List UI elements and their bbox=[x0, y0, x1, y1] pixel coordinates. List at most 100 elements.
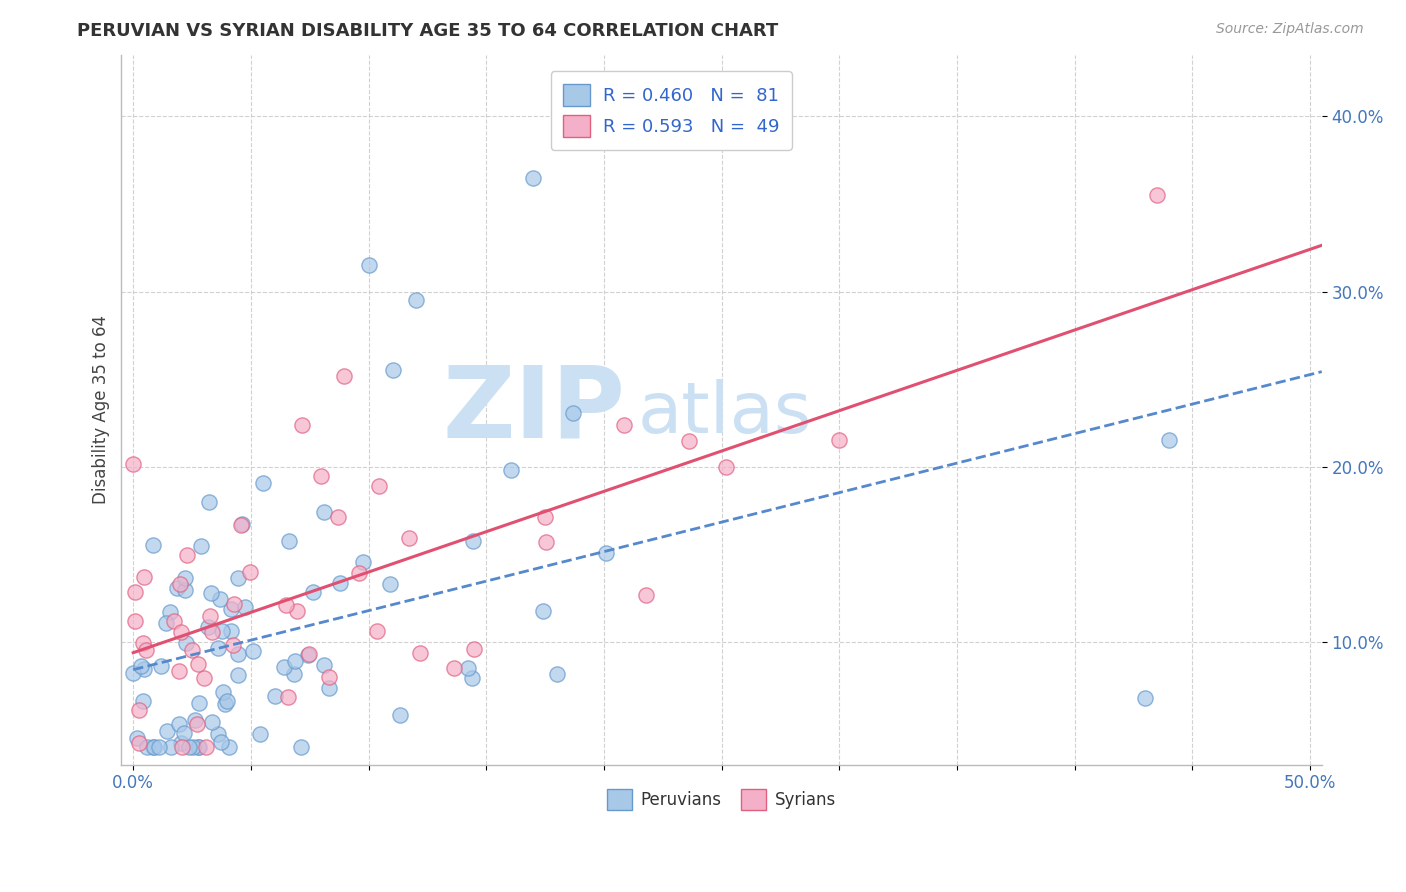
Point bbox=[167, 717, 190, 731]
Point bbox=[134, 570, 156, 584]
Point bbox=[176, 636, 198, 650]
Point bbox=[501, 463, 523, 477]
Point bbox=[174, 571, 197, 585]
Point bbox=[186, 716, 208, 731]
Point bbox=[221, 624, 243, 638]
Point bbox=[188, 696, 211, 710]
Point bbox=[636, 588, 658, 602]
Point bbox=[274, 598, 297, 612]
Point bbox=[132, 694, 155, 708]
Point bbox=[290, 739, 312, 754]
Point bbox=[207, 727, 229, 741]
Point bbox=[463, 642, 485, 657]
Point bbox=[297, 648, 319, 662]
Point bbox=[132, 662, 155, 676]
Point bbox=[173, 726, 195, 740]
Text: atlas: atlas bbox=[637, 379, 811, 448]
Point bbox=[285, 604, 308, 618]
Point bbox=[357, 258, 380, 272]
Point bbox=[333, 368, 356, 383]
Point bbox=[314, 658, 336, 673]
Text: ZIP: ZIP bbox=[443, 361, 626, 458]
Point bbox=[150, 658, 173, 673]
Point bbox=[135, 739, 157, 754]
Point bbox=[522, 170, 544, 185]
Point bbox=[132, 635, 155, 649]
Point bbox=[352, 555, 374, 569]
Point bbox=[176, 548, 198, 562]
Point bbox=[546, 667, 568, 681]
Point bbox=[231, 516, 253, 531]
Point bbox=[1157, 434, 1180, 448]
Point bbox=[183, 714, 205, 728]
Point bbox=[212, 685, 235, 699]
Point bbox=[264, 690, 287, 704]
Point bbox=[298, 647, 321, 661]
Point bbox=[398, 531, 420, 545]
Point bbox=[198, 609, 221, 624]
Point bbox=[122, 666, 145, 681]
Point bbox=[329, 576, 352, 591]
Point bbox=[198, 495, 221, 509]
Point bbox=[129, 658, 152, 673]
Point bbox=[309, 468, 332, 483]
Point bbox=[349, 566, 371, 581]
Text: PERUVIAN VS SYRIAN DISABILITY AGE 35 TO 64 CORRELATION CHART: PERUVIAN VS SYRIAN DISABILITY AGE 35 TO … bbox=[77, 22, 779, 40]
Point bbox=[156, 724, 179, 739]
Point bbox=[219, 601, 242, 615]
Point bbox=[226, 647, 249, 661]
Point bbox=[536, 534, 558, 549]
Point bbox=[186, 739, 208, 754]
Point bbox=[170, 736, 193, 750]
Point bbox=[714, 459, 737, 474]
Point bbox=[169, 577, 191, 591]
Point bbox=[218, 739, 240, 754]
Point bbox=[170, 625, 193, 640]
Point bbox=[284, 654, 307, 668]
Point bbox=[408, 646, 430, 660]
Point bbox=[124, 584, 146, 599]
Point bbox=[217, 694, 239, 708]
Point bbox=[222, 638, 245, 652]
Point bbox=[283, 666, 305, 681]
Point bbox=[405, 293, 427, 308]
Point bbox=[249, 727, 271, 741]
Point bbox=[613, 417, 636, 432]
Point bbox=[159, 606, 181, 620]
Point bbox=[239, 565, 262, 579]
Y-axis label: Disability Age 35 to 64: Disability Age 35 to 64 bbox=[93, 316, 110, 504]
Point bbox=[125, 731, 148, 745]
Point bbox=[195, 739, 218, 754]
Point bbox=[318, 670, 340, 684]
Point bbox=[273, 660, 295, 674]
Point bbox=[155, 615, 177, 630]
Point bbox=[380, 577, 402, 591]
Point bbox=[1135, 690, 1157, 705]
Point bbox=[200, 586, 222, 600]
Point bbox=[561, 406, 583, 420]
Point bbox=[252, 476, 274, 491]
Point bbox=[224, 597, 246, 611]
Point bbox=[828, 434, 851, 448]
Point bbox=[382, 362, 405, 376]
Point bbox=[143, 739, 166, 754]
Point bbox=[388, 708, 411, 723]
Text: Source: ZipAtlas.com: Source: ZipAtlas.com bbox=[1216, 22, 1364, 37]
Point bbox=[193, 671, 215, 685]
Point bbox=[226, 571, 249, 585]
Point bbox=[368, 479, 391, 493]
Point bbox=[533, 510, 555, 524]
Point bbox=[148, 739, 170, 754]
Point bbox=[291, 417, 314, 432]
Point bbox=[208, 592, 231, 607]
Point bbox=[163, 614, 186, 628]
Point bbox=[312, 505, 335, 519]
Point bbox=[211, 624, 233, 639]
Point bbox=[124, 614, 146, 628]
Point bbox=[187, 657, 209, 671]
Legend: Peruvians, Syrians: Peruvians, Syrians bbox=[600, 783, 842, 816]
Point bbox=[169, 664, 191, 678]
Point bbox=[180, 643, 202, 657]
Point bbox=[174, 582, 197, 597]
Point bbox=[142, 538, 165, 552]
